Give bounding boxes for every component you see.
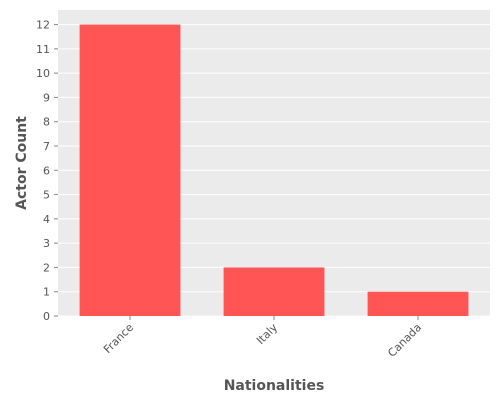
y-tick-label: 7 [43,140,50,153]
bar-france [79,24,181,316]
y-tick-label: 10 [36,67,50,80]
x-tick-label: Italy [254,321,280,347]
y-tick-label: 2 [43,261,50,274]
x-axis-title: Nationalities [224,378,325,394]
bars [79,24,469,316]
y-axis-title: Actor Count [14,116,30,210]
y-tick-label: 5 [43,189,50,202]
y-tick-label: 1 [43,286,50,299]
y-tick-label: 4 [43,213,50,226]
y-tick-label: 6 [43,164,50,177]
y-tick-label: 11 [36,43,50,56]
x-axis-ticks: France Italy Canada [101,316,424,360]
bar-canada [367,291,469,316]
y-tick-label: 9 [43,91,50,104]
y-tick-label: 12 [36,19,50,32]
x-tick-label: France [101,321,136,356]
x-tick-label: Canada [385,321,424,360]
y-tick-label: 8 [43,116,50,129]
y-tick-label: 3 [43,237,50,250]
y-tick-label: 0 [43,310,50,323]
bar-italy [223,267,325,316]
